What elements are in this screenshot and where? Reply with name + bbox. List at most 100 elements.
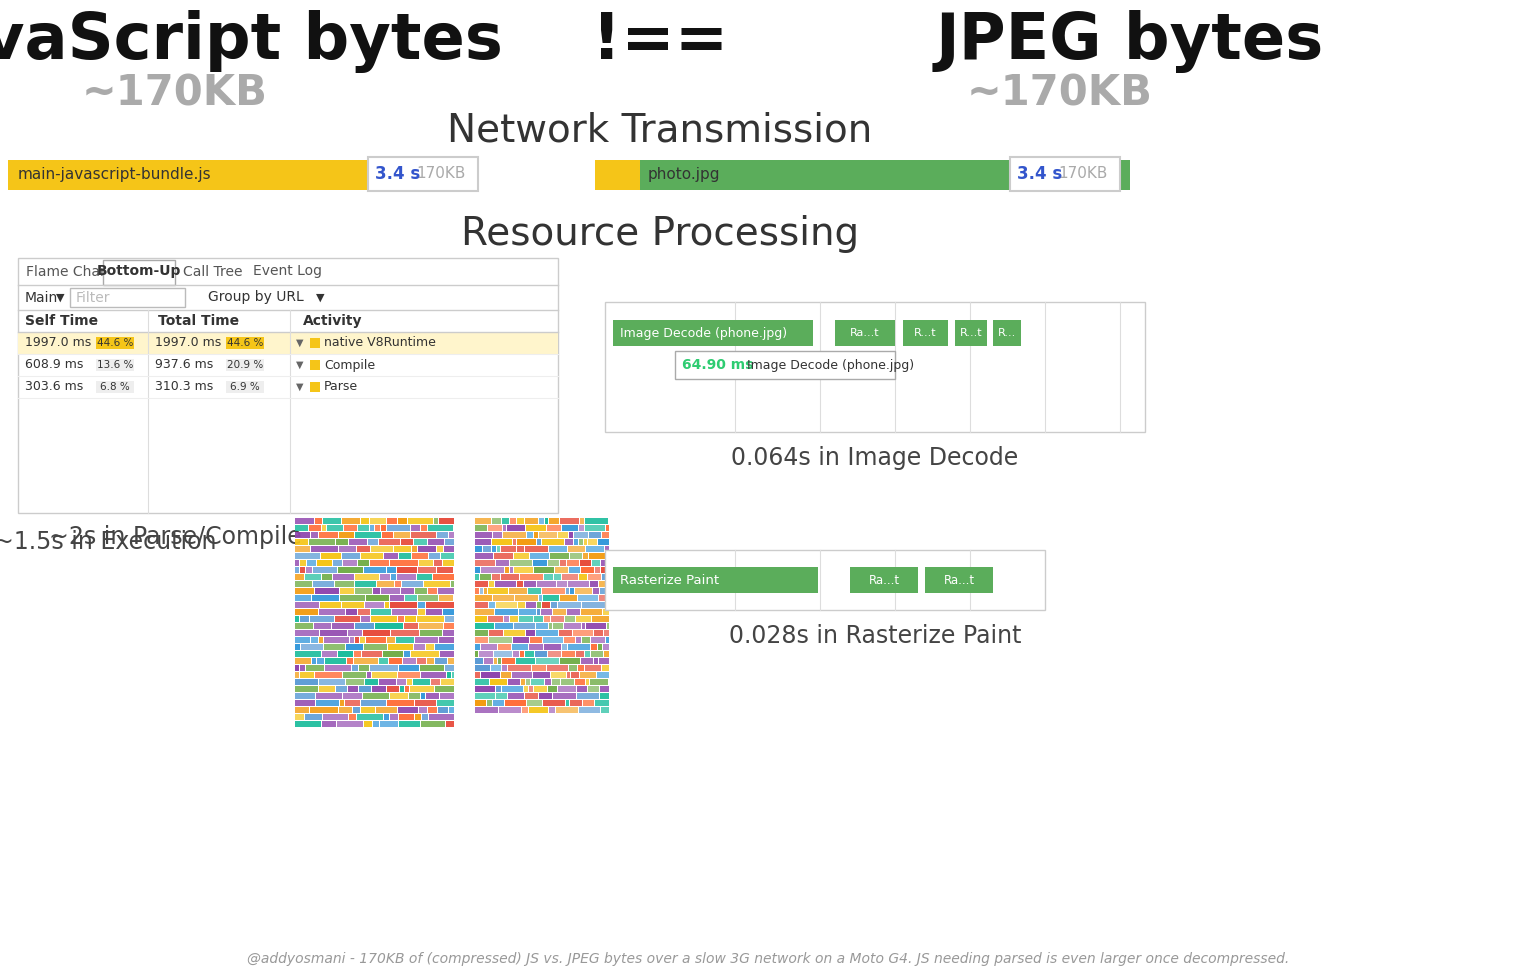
FancyBboxPatch shape — [372, 609, 392, 615]
FancyBboxPatch shape — [295, 714, 304, 720]
Text: @addyosmani - 170KB of (compressed) JS vs. JPEG bytes over a slow 3G network on : @addyosmani - 170KB of (compressed) JS v… — [247, 952, 1289, 966]
FancyBboxPatch shape — [362, 693, 389, 699]
FancyBboxPatch shape — [605, 302, 1144, 432]
FancyBboxPatch shape — [561, 658, 581, 664]
FancyBboxPatch shape — [295, 581, 312, 587]
Text: Rasterize Paint: Rasterize Paint — [621, 573, 719, 587]
FancyBboxPatch shape — [339, 707, 352, 713]
FancyBboxPatch shape — [406, 686, 409, 692]
FancyBboxPatch shape — [992, 320, 1021, 346]
FancyBboxPatch shape — [406, 616, 416, 622]
FancyBboxPatch shape — [613, 567, 819, 593]
FancyBboxPatch shape — [438, 532, 449, 538]
FancyBboxPatch shape — [323, 525, 326, 531]
Text: 13.6 %: 13.6 % — [97, 360, 134, 370]
Text: ▼: ▼ — [316, 292, 324, 303]
FancyBboxPatch shape — [326, 658, 346, 664]
FancyBboxPatch shape — [955, 320, 988, 346]
FancyBboxPatch shape — [370, 560, 389, 566]
FancyBboxPatch shape — [588, 686, 599, 692]
FancyBboxPatch shape — [401, 539, 413, 545]
FancyBboxPatch shape — [295, 609, 318, 615]
FancyBboxPatch shape — [103, 260, 175, 285]
FancyBboxPatch shape — [581, 609, 602, 615]
FancyBboxPatch shape — [409, 518, 433, 524]
FancyBboxPatch shape — [535, 616, 544, 622]
FancyBboxPatch shape — [379, 721, 398, 727]
FancyBboxPatch shape — [495, 609, 518, 615]
FancyBboxPatch shape — [493, 532, 502, 538]
FancyBboxPatch shape — [415, 637, 438, 643]
FancyBboxPatch shape — [421, 721, 445, 727]
FancyBboxPatch shape — [316, 693, 343, 699]
FancyBboxPatch shape — [475, 574, 479, 580]
FancyBboxPatch shape — [601, 560, 608, 566]
FancyBboxPatch shape — [18, 332, 558, 354]
FancyBboxPatch shape — [382, 532, 393, 538]
FancyBboxPatch shape — [570, 588, 574, 594]
FancyBboxPatch shape — [435, 644, 455, 650]
FancyBboxPatch shape — [389, 658, 402, 664]
FancyBboxPatch shape — [525, 630, 535, 636]
FancyBboxPatch shape — [498, 658, 501, 664]
FancyBboxPatch shape — [508, 679, 521, 685]
FancyBboxPatch shape — [372, 616, 396, 622]
FancyBboxPatch shape — [492, 539, 511, 545]
FancyBboxPatch shape — [492, 546, 496, 552]
FancyBboxPatch shape — [567, 672, 570, 678]
FancyBboxPatch shape — [438, 588, 455, 594]
FancyBboxPatch shape — [574, 532, 588, 538]
FancyBboxPatch shape — [419, 665, 444, 671]
FancyBboxPatch shape — [475, 616, 487, 622]
FancyBboxPatch shape — [513, 637, 528, 643]
FancyBboxPatch shape — [505, 700, 525, 706]
FancyBboxPatch shape — [584, 539, 587, 545]
FancyBboxPatch shape — [349, 630, 362, 636]
FancyBboxPatch shape — [495, 581, 516, 587]
FancyBboxPatch shape — [556, 707, 578, 713]
FancyBboxPatch shape — [496, 560, 508, 566]
FancyBboxPatch shape — [366, 595, 389, 601]
FancyBboxPatch shape — [528, 707, 548, 713]
FancyBboxPatch shape — [359, 637, 366, 643]
FancyBboxPatch shape — [339, 700, 344, 706]
FancyBboxPatch shape — [419, 707, 427, 713]
FancyBboxPatch shape — [438, 567, 453, 573]
FancyBboxPatch shape — [493, 700, 504, 706]
FancyBboxPatch shape — [352, 665, 358, 671]
FancyBboxPatch shape — [442, 560, 455, 566]
FancyBboxPatch shape — [525, 602, 536, 608]
FancyBboxPatch shape — [396, 567, 416, 573]
FancyBboxPatch shape — [594, 567, 601, 573]
FancyBboxPatch shape — [416, 574, 432, 580]
Text: ~1.5s in Execution: ~1.5s in Execution — [0, 530, 217, 554]
FancyBboxPatch shape — [475, 644, 479, 650]
FancyBboxPatch shape — [362, 630, 390, 636]
FancyBboxPatch shape — [306, 665, 324, 671]
FancyBboxPatch shape — [502, 532, 525, 538]
FancyBboxPatch shape — [379, 539, 399, 545]
FancyBboxPatch shape — [579, 574, 587, 580]
FancyBboxPatch shape — [300, 560, 306, 566]
FancyBboxPatch shape — [433, 574, 455, 580]
FancyBboxPatch shape — [333, 560, 343, 566]
FancyBboxPatch shape — [475, 539, 492, 545]
FancyBboxPatch shape — [525, 693, 538, 699]
FancyBboxPatch shape — [379, 574, 390, 580]
FancyBboxPatch shape — [613, 320, 813, 346]
FancyBboxPatch shape — [295, 560, 300, 566]
FancyBboxPatch shape — [319, 679, 346, 685]
FancyBboxPatch shape — [387, 637, 395, 643]
FancyBboxPatch shape — [539, 532, 558, 538]
FancyBboxPatch shape — [307, 560, 316, 566]
FancyBboxPatch shape — [544, 595, 559, 601]
FancyBboxPatch shape — [338, 651, 353, 657]
FancyBboxPatch shape — [535, 532, 538, 538]
FancyBboxPatch shape — [390, 693, 409, 699]
FancyBboxPatch shape — [323, 518, 341, 524]
FancyBboxPatch shape — [406, 595, 416, 601]
FancyBboxPatch shape — [548, 686, 558, 692]
FancyBboxPatch shape — [475, 679, 488, 685]
FancyBboxPatch shape — [367, 672, 372, 678]
Text: Compile: Compile — [324, 359, 375, 371]
